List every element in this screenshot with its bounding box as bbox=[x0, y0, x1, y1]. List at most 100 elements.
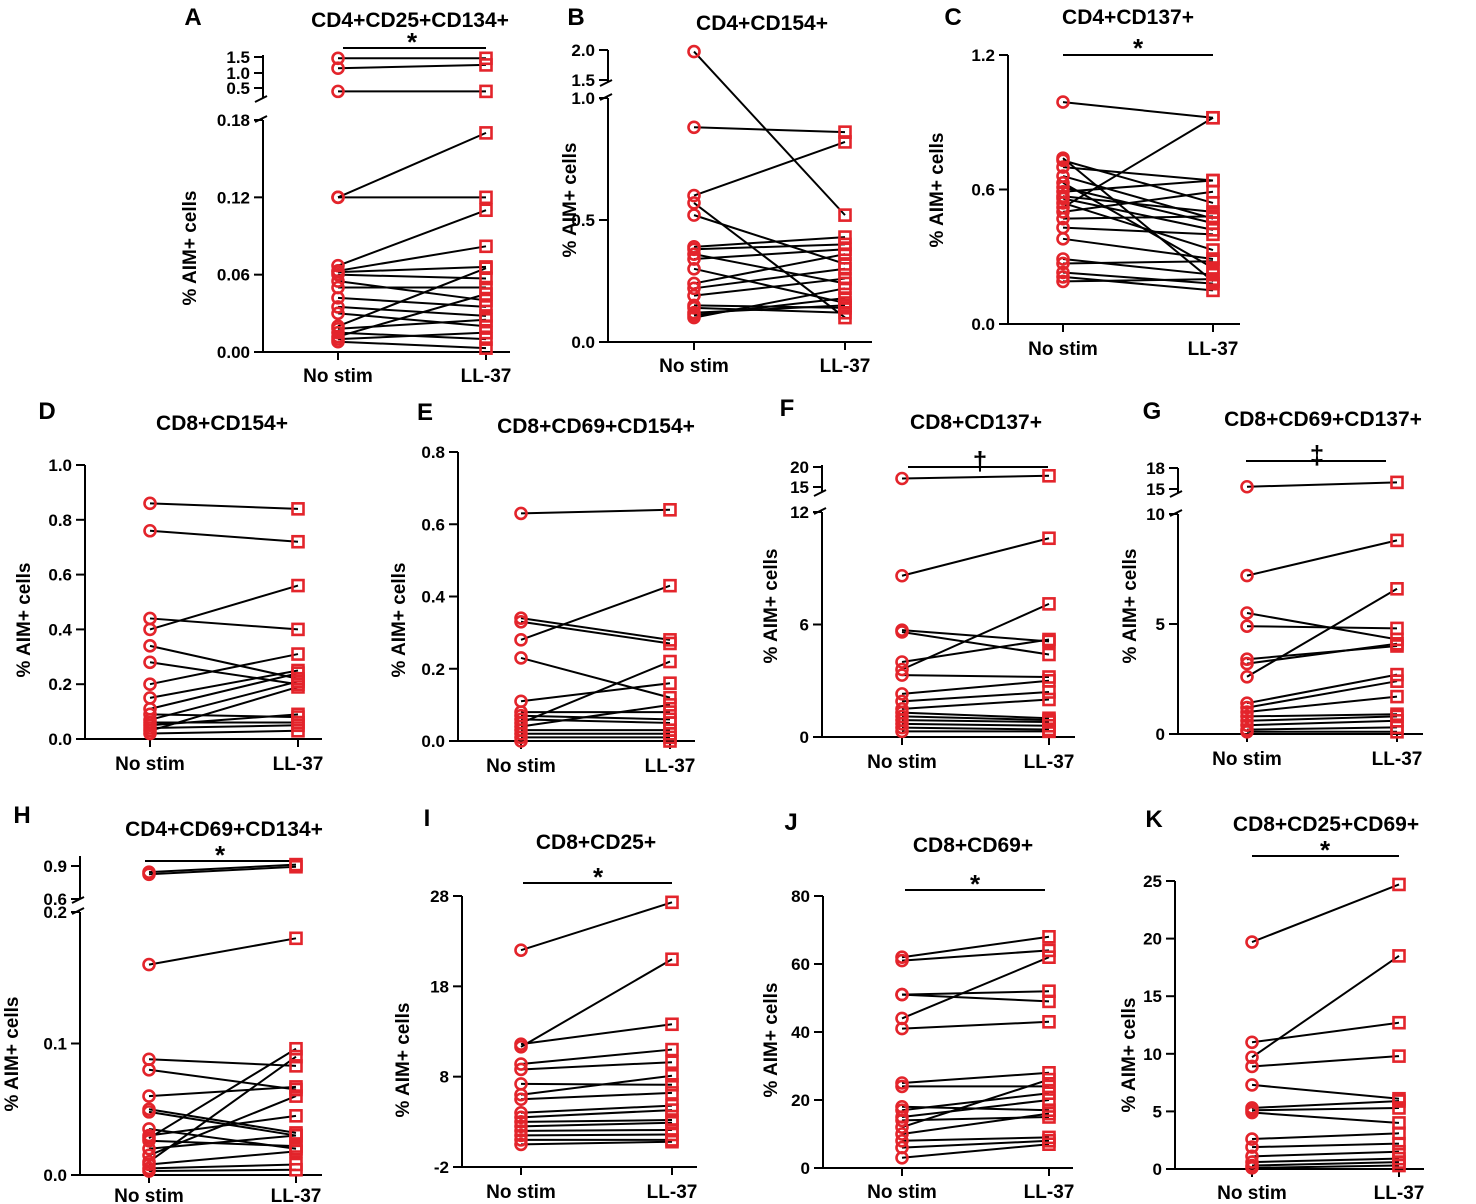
paired-line bbox=[693, 267, 846, 304]
paired-line bbox=[693, 214, 846, 265]
ll37-point bbox=[479, 58, 493, 72]
paired-line bbox=[901, 674, 1050, 678]
y-tick-label: 0.8 bbox=[421, 443, 445, 462]
no-stim-point bbox=[895, 1151, 909, 1165]
panel-letter: H bbox=[13, 802, 30, 829]
paired-line bbox=[693, 287, 846, 319]
ll37-point bbox=[665, 895, 679, 910]
y-tick-label: 0.2 bbox=[48, 675, 72, 694]
y-tick-label: 0.6 bbox=[43, 890, 67, 909]
paired-line bbox=[520, 656, 671, 699]
no-stim-point bbox=[1240, 568, 1254, 583]
paired-line bbox=[1062, 257, 1214, 276]
paired-line bbox=[1062, 278, 1214, 283]
no-stim-point bbox=[1240, 669, 1254, 684]
no-stim-point bbox=[1056, 205, 1070, 219]
no-stim-point bbox=[1056, 270, 1070, 284]
ll37-point bbox=[289, 1080, 303, 1094]
ll37-point bbox=[1206, 227, 1220, 242]
ll37-point bbox=[1042, 994, 1056, 1009]
paired-line bbox=[520, 1119, 673, 1123]
ll37-point bbox=[838, 281, 852, 296]
axis-break-mark bbox=[254, 95, 268, 103]
no-stim-point bbox=[331, 306, 345, 321]
ll37-point bbox=[1042, 597, 1056, 611]
y-tick-label: 0.0 bbox=[571, 333, 595, 352]
no-stim-point bbox=[895, 655, 909, 669]
paired-line bbox=[148, 863, 297, 874]
y-tick-label: 0.9 bbox=[43, 857, 67, 876]
paired-line bbox=[148, 1139, 297, 1148]
paired-line bbox=[1062, 166, 1214, 182]
ll37-point bbox=[1392, 877, 1406, 892]
y-tick-label: -2 bbox=[434, 1158, 449, 1177]
x-category-label: No stim bbox=[486, 1182, 556, 1203]
y-tick-label: 20 bbox=[1143, 930, 1162, 949]
no-stim-point bbox=[1240, 652, 1254, 667]
no-stim-point bbox=[142, 1134, 156, 1148]
paired-line bbox=[693, 50, 846, 216]
ll37-point bbox=[1042, 929, 1056, 944]
paired-line bbox=[1062, 275, 1214, 292]
paired-line bbox=[148, 1068, 297, 1091]
paired-line bbox=[901, 715, 1050, 722]
paired-line bbox=[1251, 1132, 1400, 1141]
paired-line bbox=[1246, 587, 1398, 678]
paired-line bbox=[520, 958, 673, 1048]
paired-line bbox=[149, 502, 299, 510]
y-tick-label: 15 bbox=[1146, 480, 1165, 499]
no-stim-point bbox=[143, 677, 157, 692]
paired-line bbox=[520, 1023, 673, 1046]
ll37-point bbox=[665, 952, 679, 967]
paired-line bbox=[149, 669, 299, 699]
no-stim-point bbox=[687, 208, 701, 222]
chart-panel-b: B CD4+CD154+ % AIM+ cells 0.0 0.5 1.01.5 2.0 No… bbox=[560, 4, 872, 377]
chart-panel-h: H CD4+CD69+CD134+ % AIM+ cells 0.0 0.1 0.20.6… bbox=[2, 802, 323, 1204]
paired-line bbox=[1062, 195, 1214, 213]
panel-letter: C bbox=[944, 4, 961, 31]
ll37-point bbox=[289, 931, 303, 946]
ll37-point bbox=[838, 208, 852, 222]
significance-marker: * bbox=[1320, 835, 1331, 865]
paired-line bbox=[148, 937, 297, 966]
ll37-point bbox=[1390, 621, 1404, 636]
y-tick-label: 0.18 bbox=[217, 111, 250, 130]
no-stim-point bbox=[895, 471, 909, 486]
x-category-label: No stim bbox=[1212, 749, 1282, 770]
panel-letter: J bbox=[784, 809, 797, 836]
ll37-point bbox=[1042, 468, 1056, 483]
no-stim-point bbox=[1240, 709, 1254, 724]
no-stim-point bbox=[1056, 265, 1070, 280]
ll37-point bbox=[479, 261, 493, 276]
paired-line bbox=[1251, 1055, 1400, 1068]
no-stim-point bbox=[514, 506, 528, 521]
no-stim-point bbox=[1245, 1105, 1259, 1120]
no-stim-point bbox=[1245, 1161, 1259, 1175]
paired-line bbox=[337, 331, 487, 341]
paired-line bbox=[520, 718, 671, 724]
ll37-point bbox=[289, 1162, 303, 1177]
ll37-point bbox=[838, 305, 852, 320]
paired-line bbox=[148, 865, 297, 876]
paired-line bbox=[337, 296, 487, 308]
x-category-label: No stim bbox=[115, 754, 185, 775]
ll37-point bbox=[665, 1055, 679, 1070]
paired-line bbox=[901, 1112, 1050, 1135]
no-stim-point bbox=[1056, 175, 1070, 190]
paired-line bbox=[1062, 201, 1214, 251]
no-stim-point bbox=[142, 1089, 156, 1103]
paired-line bbox=[337, 245, 487, 272]
ll37-point bbox=[1390, 674, 1404, 689]
ll37-point bbox=[479, 287, 493, 301]
no-stim-point bbox=[1056, 160, 1070, 174]
y-tick-label: 6 bbox=[800, 616, 809, 635]
paired-line bbox=[520, 714, 671, 721]
significance-marker: † bbox=[973, 446, 987, 476]
no-stim-point bbox=[687, 120, 701, 135]
no-stim-point bbox=[514, 1106, 528, 1120]
y-axis-title: % AIM+ cells bbox=[1120, 549, 1141, 664]
paired-line bbox=[901, 1092, 1050, 1112]
paired-line bbox=[149, 729, 299, 735]
paired-line bbox=[337, 305, 487, 317]
paired-line bbox=[693, 236, 846, 248]
